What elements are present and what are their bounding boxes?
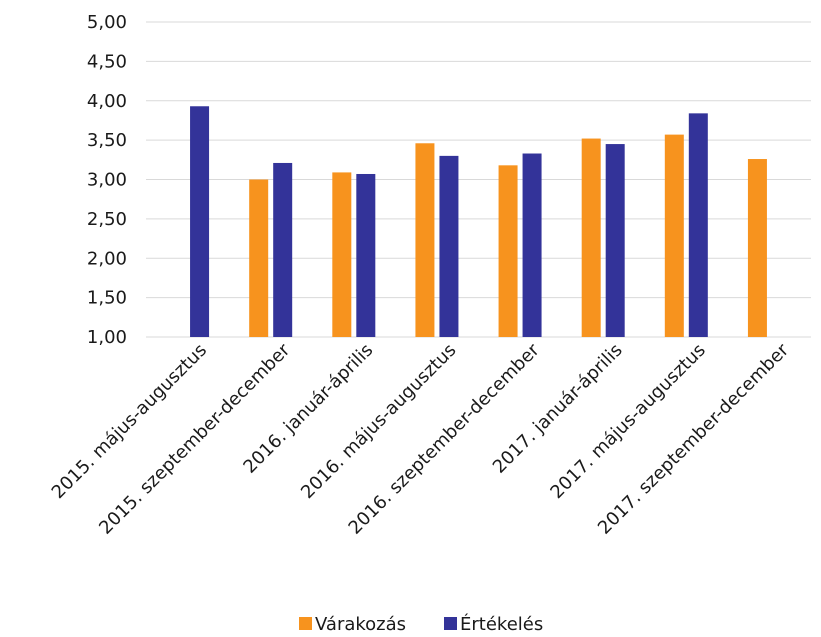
y-tick-label: 2,50 — [87, 209, 127, 230]
y-tick-label: 2,00 — [87, 248, 127, 269]
y-tick-label: 1,50 — [87, 288, 127, 309]
x-category-label: 2015. május-augusztus — [48, 340, 211, 503]
y-tick-label: 5,00 — [87, 12, 127, 33]
grid-lines — [146, 21, 811, 338]
y-tick-label: 3,00 — [87, 170, 127, 191]
x-category-label: 2017. május-augusztus — [546, 340, 709, 503]
bar-ertekeles — [356, 173, 376, 337]
bars — [190, 106, 767, 337]
y-tick-label: 1,00 — [87, 327, 127, 348]
bar-varakozas — [581, 138, 601, 337]
bar-ertekeles — [688, 113, 708, 337]
bar-ertekeles — [190, 106, 210, 337]
x-category-label: 2016. május-augusztus — [297, 340, 460, 503]
y-tick-label: 3,50 — [87, 130, 127, 151]
bar-varakozas — [747, 159, 767, 337]
bar-varakozas — [332, 172, 352, 337]
bar-ertekeles — [605, 144, 625, 337]
bar-ertekeles — [273, 162, 293, 337]
legend: Várakozás Értékelés — [299, 613, 543, 635]
legend-swatch-ertekeles — [444, 617, 457, 630]
y-tick-label: 4,00 — [87, 91, 127, 112]
y-axis-tick-labels: 1,00 1,50 2,00 2,50 3,00 3,50 4,00 4,50 5,00 — [87, 12, 127, 348]
legend-swatch-varakozas — [299, 617, 312, 630]
legend-label-varakozas: Várakozás — [315, 614, 406, 635]
y-tick-label: 4,50 — [87, 51, 127, 72]
bar-varakozas — [664, 134, 684, 337]
bar-varakozas — [415, 143, 435, 337]
bar-varakozas — [249, 179, 269, 337]
bar-varakozas — [498, 165, 518, 337]
bar-ertekeles — [522, 153, 542, 337]
legend-label-ertekeles: Értékelés — [460, 613, 543, 635]
bar-ertekeles — [439, 155, 459, 337]
